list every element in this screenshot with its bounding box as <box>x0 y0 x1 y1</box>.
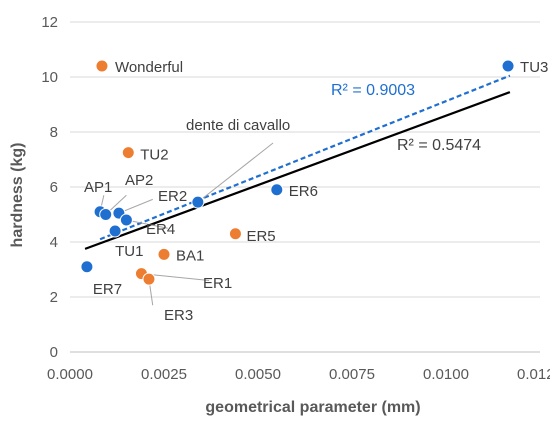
data-point <box>270 183 284 197</box>
data-point <box>142 272 156 286</box>
data-point <box>228 227 242 241</box>
y-axis-title: hardness (kg) <box>9 143 26 248</box>
x-tick-label: 0.0050 <box>235 366 281 383</box>
trendlines <box>84 74 511 250</box>
point-label: dente di cavallo <box>186 117 290 134</box>
x-tick-label: 0.0025 <box>141 366 187 383</box>
x-tick-label: 0.0100 <box>423 366 469 383</box>
x-axis-title: geometrical parameter (mm) <box>205 399 420 416</box>
y-tick-label: 12 <box>41 14 58 31</box>
x-axis: 0.0000 0.0025 0.0050 0.0075 0.0100 0.0125 <box>47 351 550 383</box>
data-point <box>191 195 205 209</box>
leader-line <box>197 142 274 203</box>
y-tick-label: 8 <box>50 124 58 141</box>
data-point <box>121 146 135 160</box>
y-tick-label: 4 <box>50 234 58 251</box>
x-tick-label: 0.0000 <box>47 366 93 383</box>
data-point <box>501 59 515 73</box>
point-label: ER5 <box>246 228 275 245</box>
data-point <box>95 59 109 73</box>
point-label: TU1 <box>115 243 143 260</box>
y-tick-label: 10 <box>41 69 58 86</box>
point-label: ER2 <box>158 188 187 205</box>
data-point <box>80 260 94 274</box>
gridlines <box>70 21 540 353</box>
trendline-r2-label: R² = 0.5474 <box>397 137 481 154</box>
point-label: AP2 <box>125 172 153 189</box>
trendline <box>84 91 511 250</box>
trendline <box>99 74 511 241</box>
data-point <box>157 247 171 261</box>
point-label: ER1 <box>203 275 232 292</box>
x-tick-label: 0.0075 <box>329 366 375 383</box>
data-point <box>108 224 122 238</box>
y-axis: 0 2 4 6 8 10 12 <box>41 14 58 361</box>
y-tick-label: 0 <box>50 344 58 361</box>
leader-line <box>126 219 168 229</box>
data-point <box>119 213 133 227</box>
point-label: Wonderful <box>115 59 183 76</box>
x-tick-label: 0.0125 <box>517 366 550 383</box>
y-tick-label: 2 <box>50 289 58 306</box>
trendline-r2-label: R² = 0.9003 <box>331 82 415 99</box>
point-label: TU2 <box>140 147 168 164</box>
trendline-labels: R² = 0.9003 R² = 0.5474 <box>331 82 481 154</box>
point-label: TU3 <box>520 59 548 76</box>
point-label: ER4 <box>146 221 175 238</box>
data-point <box>99 208 113 221</box>
point-label: BA1 <box>176 247 204 264</box>
y-tick-label: 6 <box>50 179 58 196</box>
point-label: ER6 <box>289 183 318 200</box>
point-label: AP1 <box>84 179 112 196</box>
point-label: ER3 <box>164 307 193 324</box>
point-label: ER7 <box>93 281 122 298</box>
data-points <box>80 59 515 286</box>
